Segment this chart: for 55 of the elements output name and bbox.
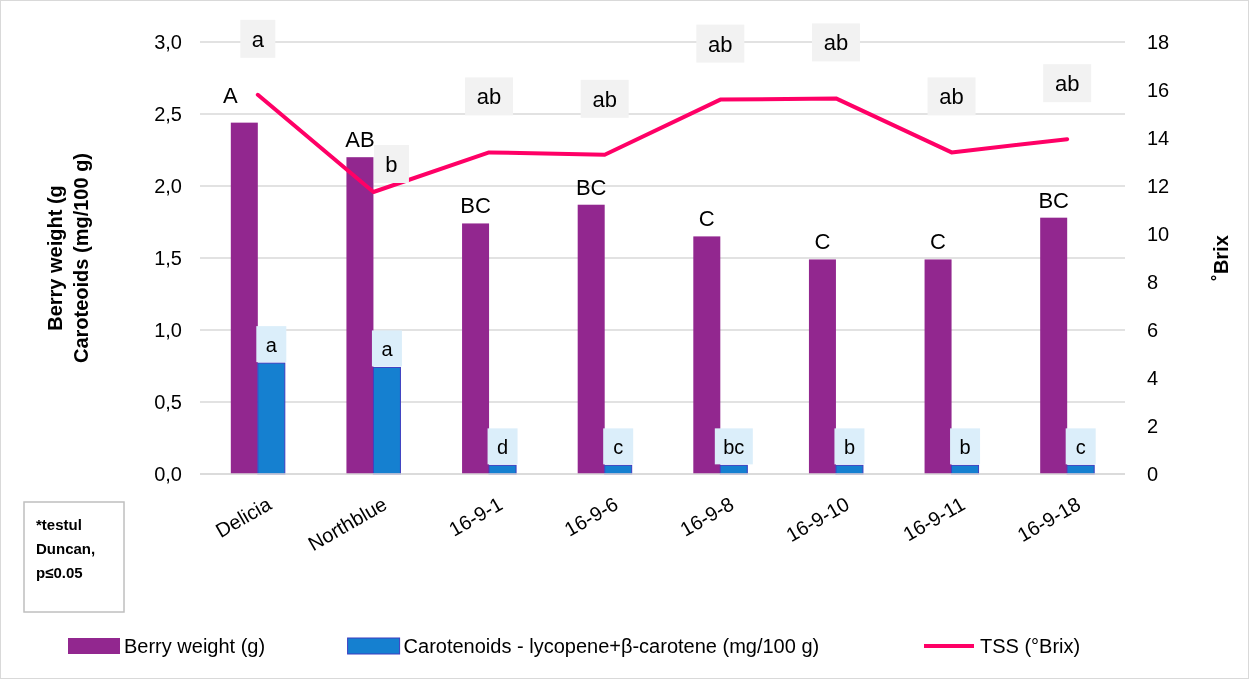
legend-label: Carotenoids - lycopene+β-carotene (mg/100 g): [403, 635, 820, 657]
data-label: A: [222, 82, 238, 108]
y-tick-label: 1,5: [154, 247, 182, 269]
bar: [346, 157, 374, 474]
y2-tick-label: 6: [1147, 319, 1159, 341]
data-label: ab: [1054, 71, 1080, 97]
data-label: C: [814, 229, 831, 255]
y2-axis-title: ˚Brix: [1210, 235, 1232, 281]
data-label: C: [930, 229, 947, 255]
bar: [462, 223, 490, 474]
data-label: BC: [575, 174, 607, 200]
bar: [924, 259, 952, 474]
data-label: BC: [1038, 187, 1070, 213]
y-tick-label: 0,5: [154, 391, 182, 413]
y2-tick-label: 2: [1147, 415, 1159, 437]
data-label: d: [497, 436, 509, 459]
data-label: AB: [345, 127, 375, 153]
data-label: bc: [723, 436, 745, 459]
y2-tick-label: 8: [1147, 271, 1159, 293]
data-label: ab: [823, 30, 849, 56]
y-tick-label: 2,0: [154, 175, 182, 197]
y2-tick-label: 14: [1147, 127, 1170, 149]
data-label: ab: [708, 31, 733, 57]
y-tick-label: 0,0: [154, 463, 182, 485]
data-label: a: [265, 334, 278, 357]
bar: [1040, 217, 1068, 474]
legend-label: TSS (°Brix): [980, 635, 1081, 657]
data-label: b: [959, 436, 971, 459]
y-axis-title: Berry weight (g Caroteoids (mg/100 g): [44, 152, 92, 364]
y2-tick-label: 18: [1147, 31, 1170, 53]
y2-tick-label: 16: [1147, 79, 1170, 101]
y2-tick-label: 12: [1147, 175, 1170, 197]
y2-tick-label: 0: [1147, 463, 1159, 485]
y-tick-label: 3,0: [154, 31, 182, 53]
bar: [577, 204, 605, 474]
data-label: ab: [592, 86, 617, 112]
bar: [808, 259, 836, 474]
data-label: ab: [476, 84, 502, 110]
data-label: a: [251, 26, 265, 52]
y2-tick-label: 10: [1147, 223, 1170, 245]
data-label: ab: [939, 84, 964, 110]
y-tick-label: 2,5: [154, 103, 182, 125]
data-label: a: [381, 338, 394, 361]
data-label: c: [613, 436, 624, 459]
y-tick-label: 1,0: [154, 319, 182, 341]
data-label: b: [843, 436, 855, 459]
bar: [693, 236, 721, 474]
data-label: b: [385, 152, 398, 177]
text: *testul Duncan, p≤0.05: [36, 516, 96, 581]
data-label: BC: [460, 193, 491, 219]
legend-label: Berry weight (g): [124, 635, 266, 657]
bar: [230, 122, 258, 474]
y2-tick-label: 4: [1147, 367, 1159, 389]
data-label: c: [1075, 436, 1086, 459]
data-label: C: [698, 206, 715, 232]
